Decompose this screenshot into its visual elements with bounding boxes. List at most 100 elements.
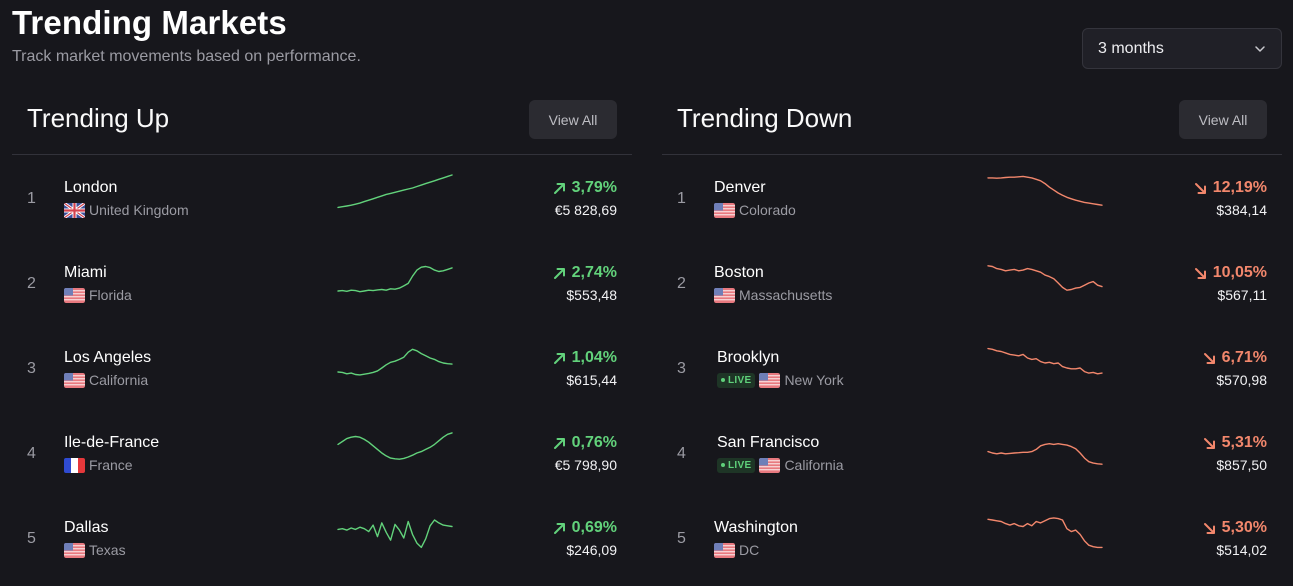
market-change: 0,69% [553,519,617,537]
market-region-line: LIVE New York [717,372,844,388]
market-region: United Kingdom [89,202,189,218]
us-flag-icon [759,372,781,388]
market-row-los-angeles[interactable]: 3 Los Angeles California 1,04% $615,44 [12,325,632,410]
us-flag-icon [759,457,781,473]
market-region-line: Texas [64,542,126,558]
market-change-value: 5,30% [1221,519,1267,536]
arrow-down-right-icon [1203,352,1215,364]
market-sparkline [337,519,453,549]
market-change: 6,71% [1203,349,1267,367]
market-row-washington[interactable]: 5 Washington DC 5,30% $514,02 [662,495,1282,580]
market-change: 12,19% [1194,179,1267,197]
market-region-line: Massachusetts [714,287,832,303]
market-region-line: LIVE California [717,457,844,473]
market-change: 0,76% [553,434,617,452]
us-flag-icon [64,542,85,558]
market-region: Massachusetts [739,287,833,303]
live-badge-label: LIVE [728,459,752,471]
market-change: 2,74% [553,264,617,282]
trending-down-list: 1 Denver Colorado 12,19% $384,14 2 Bosto… [662,155,1282,580]
market-city: San Francisco [717,434,820,451]
market-city: London [64,179,118,196]
market-price: €5 798,90 [554,457,617,473]
market-rank: 5 [677,530,686,547]
trending-up-view-all-button[interactable]: View All [529,100,617,139]
trending-down-header: Trending Down View All [662,95,1282,155]
market-city: Dallas [64,519,109,536]
market-row-ile-de-france[interactable]: 4 Ile-de-France France 0,76% €5 798,90 [12,410,632,495]
market-row-london[interactable]: 1 London United Kingdom 3,79% €5 828,69 [12,155,632,240]
market-region: New York [784,372,844,388]
market-region-line: Colorado [714,202,796,218]
market-city: Ile-de-France [64,434,160,451]
market-change-value: 0,76% [571,434,617,451]
market-region-line: DC [714,542,759,558]
market-region-line: United Kingdom [64,202,189,218]
market-city: Brooklyn [717,349,780,366]
market-region: Florida [89,287,132,303]
market-city: Denver [714,179,766,196]
page-subtitle: Track market movements based on performa… [12,48,361,65]
trending-up-list: 1 London United Kingdom 3,79% €5 828,69 … [12,155,632,580]
market-region-line: France [64,457,133,473]
market-region-line: Florida [64,287,132,303]
chevron-down-icon [1255,45,1265,52]
trending-down-panel: Trending Down View All 1 Denver Colorado… [662,95,1282,580]
page-title: Trending Markets [12,4,287,41]
market-row-denver[interactable]: 1 Denver Colorado 12,19% $384,14 [662,155,1282,240]
arrow-down-right-icon [1203,522,1215,534]
market-city: Los Angeles [64,349,152,366]
market-change-value: 1,04% [571,349,617,366]
trending-up-panel: Trending Up View All 1 London United Kin… [12,95,632,580]
market-region: California [89,372,149,388]
live-badge-label: LIVE [728,374,752,386]
market-rank: 1 [677,190,686,207]
market-rank: 1 [27,190,36,207]
market-rank: 4 [677,445,686,462]
market-row-san-francisco[interactable]: 4 San Francisco LIVE California 5,31% $8… [662,410,1282,495]
market-row-dallas[interactable]: 5 Dallas Texas 0,69% $246,09 [12,495,632,580]
period-select-value: 3 months [1098,39,1164,57]
live-badge: LIVE [717,457,756,473]
market-region: Texas [89,542,126,558]
market-city: Miami [64,264,107,281]
market-region: Colorado [739,202,796,218]
arrow-up-right-icon [553,437,565,449]
market-sparkline [987,517,1103,549]
market-row-boston[interactable]: 2 Boston Massachusetts 10,05% $567,11 [662,240,1282,325]
market-rank: 4 [27,445,36,462]
us-flag-icon [714,542,735,558]
market-price: $857,50 [1216,457,1267,473]
fr-flag-icon [64,457,85,473]
market-change-value: 5,31% [1221,434,1267,451]
market-city: Washington [714,519,798,536]
market-sparkline [987,265,1103,291]
market-change-value: 2,74% [571,264,617,281]
market-change: 3,79% [553,179,617,197]
market-price: $570,98 [1216,372,1267,388]
market-price: $514,02 [1216,542,1267,558]
live-dot-icon [721,378,725,382]
arrow-up-right-icon [553,522,565,534]
market-row-brooklyn[interactable]: 3 Brooklyn LIVE New York 6,71% $570,98 [662,325,1282,410]
market-region: DC [739,542,760,558]
market-sparkline [337,174,453,209]
trending-down-view-all-button[interactable]: View All [1179,100,1267,139]
market-price: $567,11 [1217,287,1267,303]
market-sparkline [337,432,453,460]
market-rank: 3 [677,360,686,377]
period-select[interactable]: 3 months [1082,28,1282,69]
market-price: €5 828,69 [554,202,617,218]
market-sparkline [337,348,453,376]
us-flag-icon [64,372,85,388]
market-region: France [89,457,133,473]
market-change: 10,05% [1194,264,1267,282]
market-sparkline [337,265,453,293]
market-price: $553,48 [566,287,617,303]
market-row-miami[interactable]: 2 Miami Florida 2,74% $553,48 [12,240,632,325]
market-change-value: 10,05% [1212,264,1267,281]
market-rank: 2 [27,275,36,292]
trending-down-title: Trending Down [677,103,853,133]
arrow-down-right-icon [1203,437,1215,449]
us-flag-icon [714,202,735,218]
